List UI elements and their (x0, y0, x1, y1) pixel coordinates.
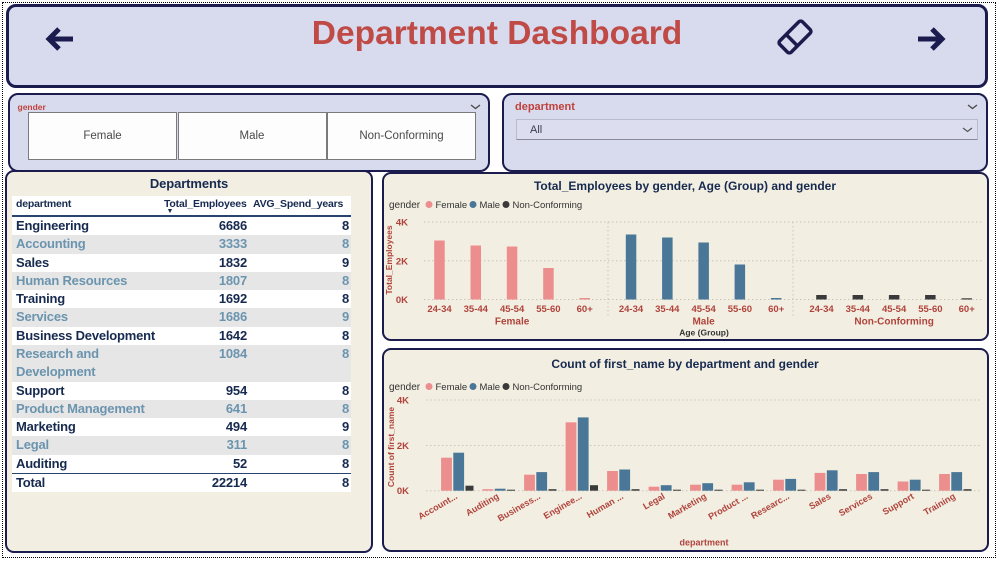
svg-text:Count of first_name: Count of first_name (386, 407, 396, 488)
svg-text:Non-Conforming: Non-Conforming (513, 382, 583, 393)
svg-text:Female: Female (495, 317, 530, 328)
svg-text:55-60: 55-60 (536, 304, 560, 315)
svg-text:Marketing: Marketing (666, 491, 708, 521)
svg-text:gender: gender (389, 200, 421, 211)
svg-text:Auditing: Auditing (464, 491, 501, 518)
svg-text:45-54: 45-54 (691, 304, 716, 315)
svg-text:Human ...: Human ... (585, 491, 625, 520)
svg-text:Sales: Sales (807, 491, 832, 511)
svg-text:Account...: Account... (416, 491, 459, 521)
svg-text:55-60: 55-60 (728, 304, 752, 315)
svg-text:55-60: 55-60 (918, 304, 942, 315)
svg-text:Total_Employees: Total_Employees (384, 225, 394, 295)
svg-text:60+: 60+ (577, 304, 594, 315)
svg-text:Non-Conforming: Non-Conforming (513, 200, 583, 211)
svg-text:Male: Male (480, 382, 501, 393)
svg-text:gender: gender (389, 382, 421, 393)
svg-text:Business...: Business... (496, 491, 542, 523)
svg-text:0K: 0K (397, 486, 409, 497)
svg-text:Legal: Legal (641, 491, 666, 511)
svg-text:Female: Female (436, 382, 468, 393)
svg-text:2K: 2K (397, 441, 409, 452)
svg-text:Researc...: Researc... (749, 491, 791, 521)
svg-text:Services: Services (837, 491, 874, 518)
svg-text:Male: Male (692, 317, 715, 328)
svg-text:2K: 2K (396, 256, 408, 267)
svg-text:Count of first_name by departm: Count of first_name by department and ge… (551, 357, 819, 371)
svg-text:Product ...: Product ... (706, 491, 749, 522)
svg-text:60+: 60+ (768, 304, 785, 315)
svg-text:Enginee...: Enginee... (542, 491, 584, 521)
svg-text:Female: Female (436, 200, 468, 211)
svg-text:60+: 60+ (959, 304, 976, 315)
svg-text:24-34: 24-34 (427, 304, 452, 315)
svg-text:35-44: 35-44 (464, 304, 489, 315)
svg-text:Male: Male (480, 200, 501, 211)
svg-text:35-44: 35-44 (655, 304, 680, 315)
svg-text:department: department (679, 538, 728, 548)
svg-text:Support: Support (881, 491, 916, 517)
svg-text:Total_Employees by gender, Age: Total_Employees by gender, Age (Group) a… (534, 179, 836, 193)
svg-text:24-34: 24-34 (809, 304, 834, 315)
svg-text:35-44: 35-44 (846, 304, 871, 315)
svg-text:24-34: 24-34 (619, 304, 644, 315)
svg-text:0K: 0K (396, 295, 408, 306)
svg-text:Age (Group): Age (Group) (679, 328, 729, 338)
svg-text:Training: Training (922, 491, 957, 517)
svg-text:Non-Conforming: Non-Conforming (854, 317, 933, 328)
svg-text:4K: 4K (396, 218, 408, 229)
svg-text:45-54: 45-54 (882, 304, 907, 315)
svg-text:45-54: 45-54 (500, 304, 525, 315)
svg-text:4K: 4K (397, 396, 409, 407)
